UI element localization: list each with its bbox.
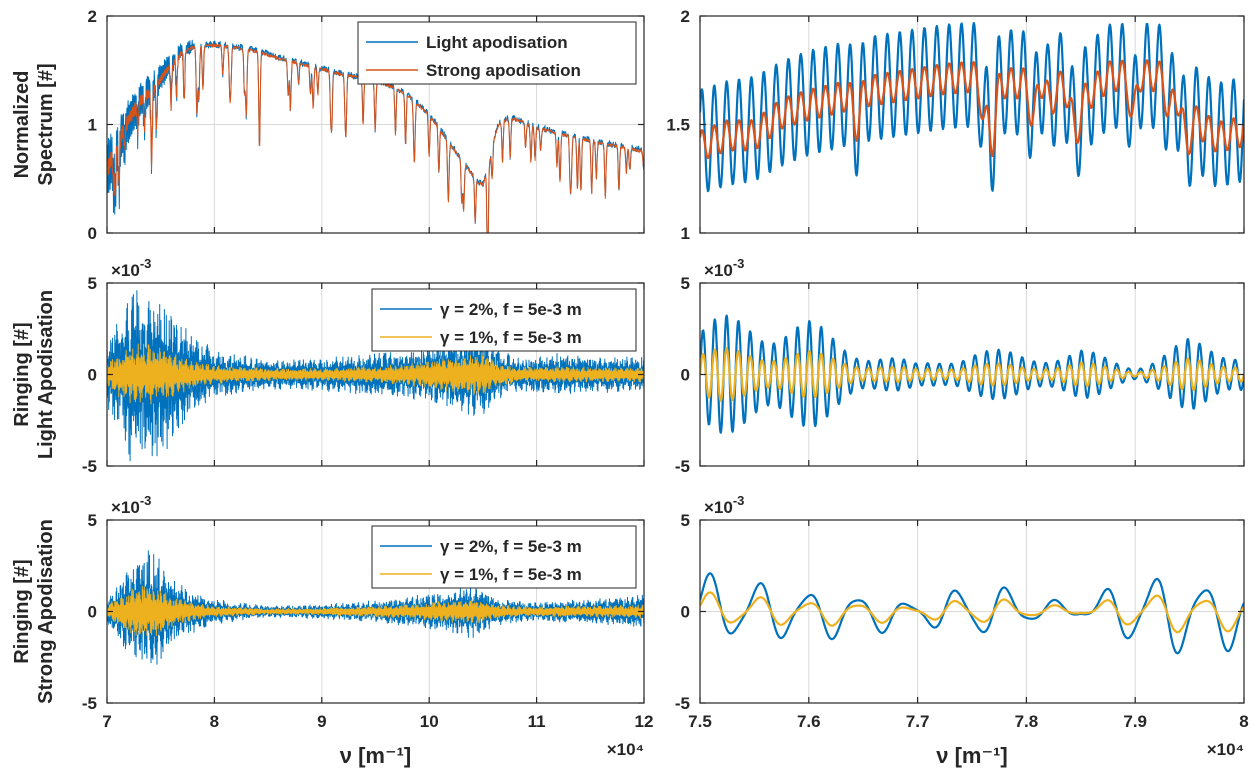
series-1-line xyxy=(700,59,1244,160)
y-tick-label: -5 xyxy=(82,457,97,476)
y-tick-label: 2 xyxy=(88,7,97,26)
legend-label: γ = 2%, f = 5e-3 m xyxy=(440,537,582,556)
chart-spectrum-full: 0 1 2 Normalized Spectrum [#] Light apodisati… xyxy=(11,7,645,243)
chart-spectrum-zoom: 11.52 xyxy=(666,7,1245,243)
y-tick-label: -5 xyxy=(82,694,97,713)
legend-label: γ = 2%, f = 5e-3 m xyxy=(440,300,582,319)
legend-label: Light apodisation xyxy=(426,33,568,52)
x-axis-label: ν [m⁻¹] xyxy=(340,743,412,768)
y-tick-label: 5 xyxy=(681,511,690,530)
y-tick-label: 5 xyxy=(88,511,97,530)
x-tick-label: 7.5 xyxy=(688,712,712,731)
y-axis-label: Light Apodisation xyxy=(35,290,57,459)
y-exponent-label: ×10-3 xyxy=(704,256,744,280)
x-tick-label: 7 xyxy=(102,712,111,731)
series-0-line xyxy=(700,22,1244,193)
x-axis-label: ν [m⁻¹] xyxy=(936,743,1008,768)
plot-area xyxy=(107,39,644,233)
chart-ringing-light-full: -5 0 5 ×10-3 Ringing [#] Light Apodisation γ =… xyxy=(11,256,645,476)
x-tick-label: 11 xyxy=(528,712,546,731)
y-exponent-label: ×10-3 xyxy=(704,493,744,517)
legend-label: Strong apodisation xyxy=(426,61,581,80)
y-tick-label: 2 xyxy=(681,7,690,26)
chart-ringing-light-zoom: -5 0 5 ×10-3 xyxy=(675,256,1245,476)
series-1-line xyxy=(107,343,644,405)
legend-label: γ = 1%, f = 5e-3 m xyxy=(440,565,582,584)
legend-label: γ = 1%, f = 5e-3 m xyxy=(440,328,582,347)
x-tick-label: 10 xyxy=(420,712,439,731)
x-tick-label: 7.7 xyxy=(906,712,930,731)
legend-box xyxy=(371,525,637,589)
y-tick-label: 1.5 xyxy=(666,116,690,135)
x-tick-label: 8 xyxy=(1239,712,1248,731)
legend-box xyxy=(371,288,637,352)
x-tick-label: 7.6 xyxy=(797,712,821,731)
chart-ringing-strong-full: 7 8 9 10 11 12 -5 0 5 ×10-3 ×10⁴ Ringing [#] Strong … xyxy=(11,493,653,768)
y-tick-label: -5 xyxy=(675,457,690,476)
plot-area xyxy=(700,22,1244,193)
y-axis-label: Spectrum [#] xyxy=(35,63,57,185)
legend-box xyxy=(357,21,637,85)
y-exponent-label: ×10-3 xyxy=(111,256,151,280)
plot-area xyxy=(107,290,644,462)
y-tick-label: 5 xyxy=(681,274,690,293)
x-tick-label: 9 xyxy=(317,712,326,731)
series-1-line xyxy=(107,43,644,233)
y-axis-label: Ringing [#] xyxy=(11,559,33,663)
y-tick-label: 5 xyxy=(88,274,97,293)
plot-area xyxy=(700,314,1244,434)
series-1-line xyxy=(700,591,1244,634)
y-tick-label: 0 xyxy=(88,224,97,243)
y-tick-label: 0 xyxy=(88,603,97,622)
y-tick-label: 0 xyxy=(681,603,690,622)
y-tick-label: 1 xyxy=(681,224,690,243)
x-tick-label: 8 xyxy=(210,712,219,731)
x-exponent-label: ×10⁴ xyxy=(607,740,644,759)
y-tick-label: 0 xyxy=(681,366,690,385)
series-0-line xyxy=(700,572,1244,655)
y-axis-label: Ringing [#] xyxy=(11,322,33,426)
x-tick-label: 7.8 xyxy=(1015,712,1039,731)
y-axis-label: Strong Apodisation xyxy=(35,519,57,704)
plot-area xyxy=(700,572,1244,655)
chart-ringing-strong-zoom: 7.5 7.6 7.7 7.8 7.9 8 -5 0 5 ×10-3 ×10⁴ ν [m⁻¹] xyxy=(675,493,1249,768)
y-tick-label: 0 xyxy=(88,366,97,385)
x-tick-label: 12 xyxy=(635,712,654,731)
y-tick-label: -5 xyxy=(675,694,690,713)
series-1-line xyxy=(700,347,1244,402)
series-1-line xyxy=(107,585,644,636)
y-exponent-label: ×10-3 xyxy=(111,493,151,517)
x-tick-label: 7.9 xyxy=(1123,712,1147,731)
x-exponent-label: ×10⁴ xyxy=(1207,740,1244,759)
y-axis-label: Normalized xyxy=(11,71,33,179)
y-tick-label: 1 xyxy=(88,116,97,135)
plot-area xyxy=(107,550,644,665)
